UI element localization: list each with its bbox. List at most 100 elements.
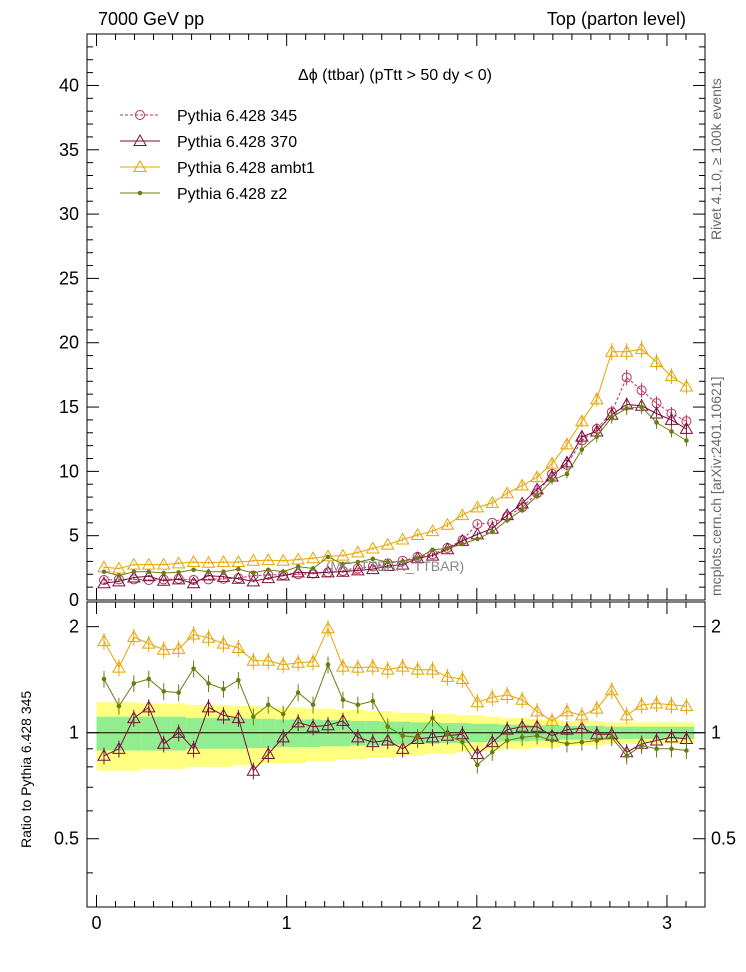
data-point (350, 563, 365, 576)
ratio-point (575, 721, 589, 734)
ratio-band-inner-segment (335, 720, 351, 747)
data-point (575, 414, 589, 427)
y-tick-label: 35 (59, 140, 79, 160)
ratio-point (410, 662, 425, 675)
ratio-point (609, 735, 615, 740)
ratio-line (103, 706, 687, 772)
data-point (564, 471, 570, 477)
ratio-point (141, 700, 156, 713)
ratio-point (216, 708, 231, 721)
ratio-point (231, 711, 246, 724)
ratio-point (291, 715, 305, 728)
ratio-point (440, 669, 455, 682)
data-point (621, 372, 632, 383)
ratio-point (575, 708, 589, 721)
series-line (103, 406, 687, 577)
ratio-point (664, 697, 679, 710)
ratio-point (276, 730, 291, 743)
ratio-point (530, 704, 544, 717)
data-point (604, 344, 619, 357)
ratio-series-pythia-6-428-z2 (101, 656, 689, 774)
ratio-band-inner-segment (230, 718, 247, 749)
ratio-point (669, 746, 674, 752)
data-point (679, 421, 694, 434)
ratio-point (251, 714, 256, 720)
y-tick-label: 30 (59, 204, 79, 224)
data-point (112, 574, 126, 587)
ratio-point (171, 725, 186, 738)
ratio-band-inner-segment (186, 718, 202, 749)
data-point (669, 429, 674, 434)
ratio-point (261, 746, 276, 760)
ratio-point (191, 666, 196, 671)
ratio-point (231, 640, 246, 653)
y-tick-label: 5 (69, 526, 79, 546)
ratio-point (186, 741, 201, 754)
ratio-point (261, 653, 276, 666)
ratio-band-inner-segment (201, 718, 217, 749)
ratio-point (201, 630, 216, 643)
ratio-point (101, 676, 107, 682)
ratio-point (460, 739, 465, 745)
data-point (594, 434, 600, 439)
data-point (664, 369, 679, 382)
data-point (98, 575, 109, 586)
ratio-point (206, 681, 211, 686)
ratio-plot-panel: 0.5 0.5 1 1 2 2 0 1 2 3 (54, 34, 736, 933)
data-point (336, 564, 350, 577)
ratio-point (126, 711, 141, 724)
data-point (206, 569, 211, 575)
data-point (191, 567, 196, 573)
header-energy: 7000 GeV pp (98, 9, 205, 29)
data-point (684, 438, 689, 443)
ratio-point (365, 735, 380, 748)
ratio-point (519, 735, 525, 740)
ratio-point (500, 687, 515, 700)
data-point (664, 412, 679, 425)
data-point (101, 569, 107, 575)
data-point (624, 406, 629, 411)
data-point (367, 561, 378, 572)
ratio-point (236, 677, 241, 683)
data-point (575, 429, 589, 442)
ratio-point (141, 636, 156, 649)
ratio-point (350, 660, 365, 673)
ratio-band-inner-segment (156, 716, 172, 751)
ratio-point (131, 681, 137, 686)
ratio-point (560, 704, 574, 717)
ratio-point (336, 713, 350, 726)
ratio-line (103, 663, 687, 766)
data-point (589, 392, 604, 405)
data-point (639, 404, 644, 410)
ratio-point (350, 730, 365, 743)
legend: Pythia 6.428 345 Pythia 6.428 370 Pythia 6… (120, 108, 315, 203)
ratio-point (684, 748, 689, 753)
ratio-point (321, 621, 335, 634)
data-point (425, 524, 440, 537)
ratio-point (156, 736, 171, 749)
ratio-band-inner-segment (245, 718, 262, 748)
data-point (231, 555, 246, 568)
ratio-point (475, 762, 480, 768)
data-point (649, 355, 664, 368)
ratio-band-inner-segment (96, 716, 112, 751)
ratio-y-tick-label-right: 0.5 (711, 829, 736, 849)
data-point (470, 500, 485, 513)
data-point (186, 576, 201, 589)
ratio-point (380, 662, 395, 675)
ratio-point (619, 708, 634, 721)
data-point (355, 559, 361, 565)
data-point (171, 556, 186, 569)
side-label-mcplots: mcplots.cern.ch [arXiv:2401.10621] (708, 376, 724, 596)
data-point (97, 576, 111, 589)
x-tick-label: 1 (282, 913, 292, 933)
data-point (410, 551, 425, 564)
series-line (103, 403, 687, 584)
ratio-point (365, 659, 380, 672)
ratio-point (321, 718, 335, 731)
data-point (336, 548, 350, 561)
data-point (221, 569, 226, 575)
ratio-point (589, 701, 604, 714)
data-point (295, 564, 301, 569)
